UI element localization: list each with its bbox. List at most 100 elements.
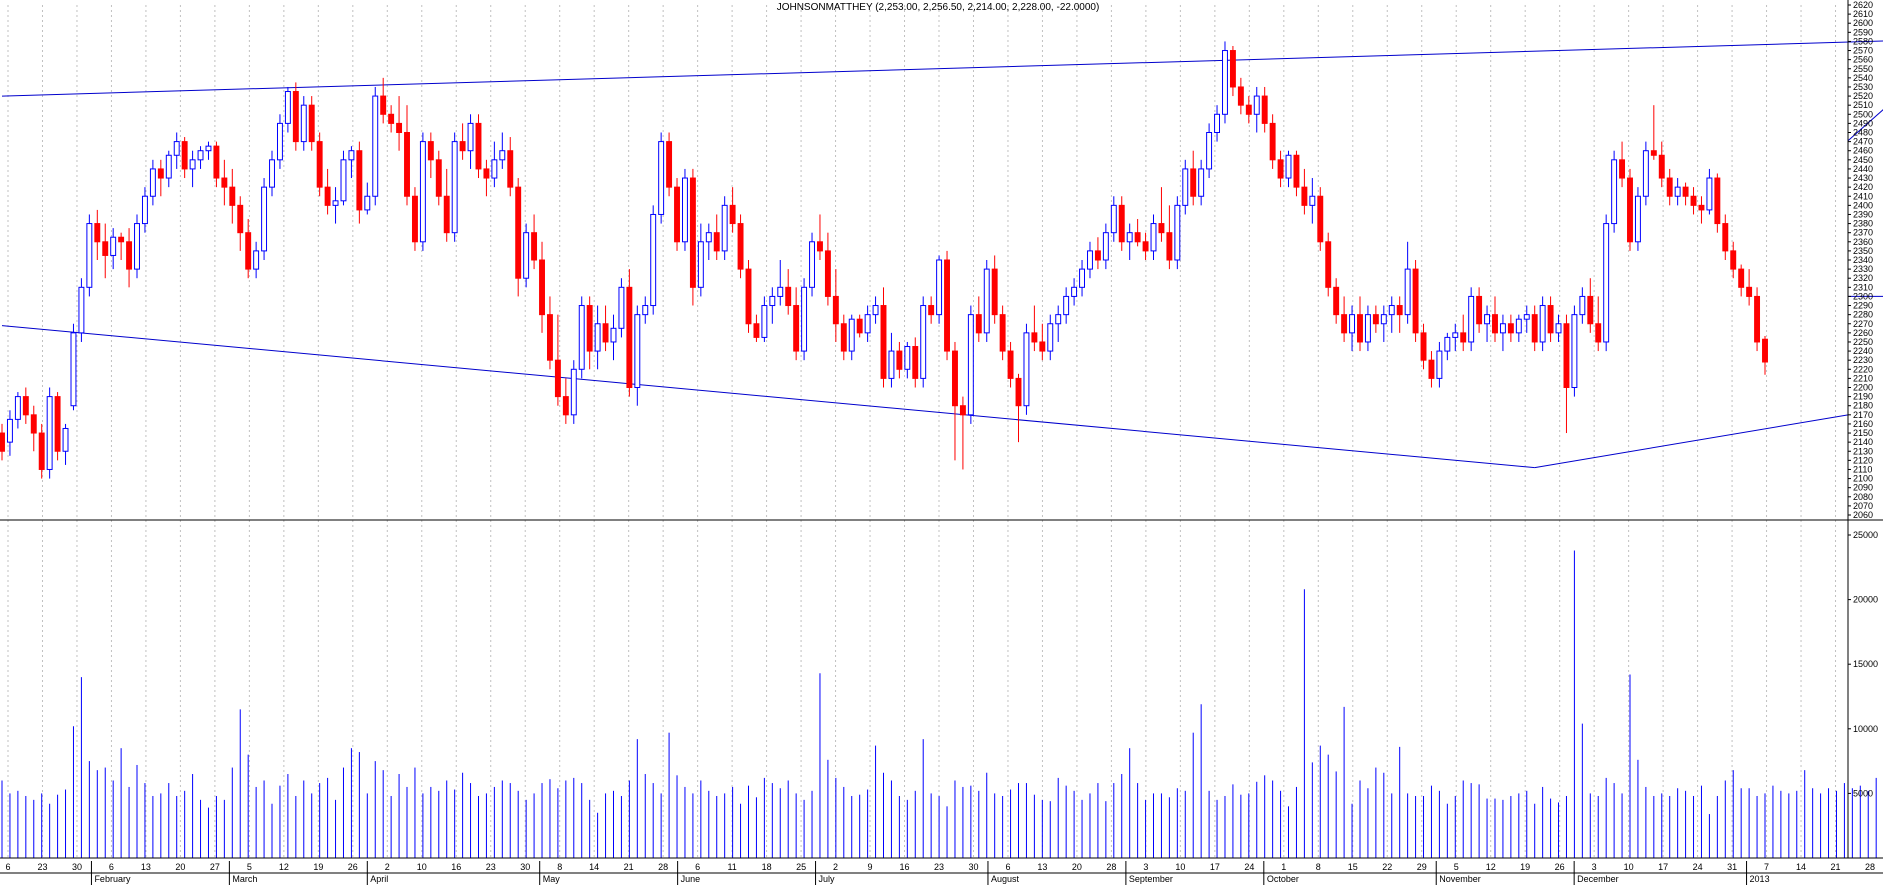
candle-body-up xyxy=(1484,314,1491,325)
date-tick-label: 17 xyxy=(1210,862,1220,872)
candle-body-down xyxy=(689,177,696,288)
date-tick-label: 15 xyxy=(1348,862,1358,872)
candle-body-down xyxy=(975,314,982,334)
candle-body-up xyxy=(1436,350,1443,379)
date-tick-label: 19 xyxy=(1520,862,1530,872)
candle-body-up xyxy=(70,332,77,407)
candle-body-down xyxy=(1738,268,1745,288)
candle-body-down xyxy=(38,432,45,470)
price-tick-label: 2310 xyxy=(1853,282,1873,292)
price-tick-label: 2170 xyxy=(1853,410,1873,420)
price-tick-label: 2210 xyxy=(1853,373,1873,383)
date-tick-label: 5 xyxy=(1454,862,1459,872)
candle-body-down xyxy=(1754,295,1761,343)
candle-body-up xyxy=(165,154,172,179)
candle-body-down xyxy=(753,323,760,338)
candle-body-down xyxy=(880,305,887,379)
price-tick-label: 2510 xyxy=(1853,100,1873,110)
candle-body-up xyxy=(1285,154,1292,179)
candle-body-down xyxy=(507,150,514,188)
price-tick-label: 2470 xyxy=(1853,137,1873,147)
candle-body-down xyxy=(404,132,410,197)
candle-body-up xyxy=(1555,323,1562,334)
price-tick-label: 2430 xyxy=(1853,173,1873,183)
price-tick-label: 2550 xyxy=(1853,64,1873,74)
price-tick-label: 2420 xyxy=(1853,182,1873,192)
candle-body-up xyxy=(578,305,585,370)
candle-body-down xyxy=(1245,104,1252,115)
candle-body-up xyxy=(1253,95,1260,115)
candle-body-up xyxy=(682,177,688,243)
candle-body-down xyxy=(459,141,466,152)
volume-bars xyxy=(1,550,1877,858)
date-tick-label: 10 xyxy=(1175,862,1185,872)
candle-body-down xyxy=(1698,204,1705,211)
candle-body-up xyxy=(189,159,196,170)
date-tick-label: 20 xyxy=(175,862,185,872)
candle-body-up xyxy=(1468,295,1475,343)
candle-body-down xyxy=(1166,232,1173,261)
chart-title: JOHNSONMATTHEY (2,253.00, 2,256.50, 2,21… xyxy=(777,2,1100,13)
candle-body-down xyxy=(1277,159,1284,179)
candle-body-down xyxy=(1142,241,1149,252)
price-tick-label: 2260 xyxy=(1853,328,1873,338)
price-tick-label: 2500 xyxy=(1853,109,1873,119)
date-tick-label: 16 xyxy=(451,862,461,872)
price-tick-label: 2250 xyxy=(1853,337,1873,347)
candle-body-up xyxy=(1047,323,1054,352)
candle-body-down xyxy=(896,350,903,370)
candle-body-up xyxy=(1079,268,1085,288)
candle-body-down xyxy=(1730,250,1737,270)
candle-body-up xyxy=(769,295,776,307)
candle-body-up xyxy=(920,305,927,379)
date-tick-label: 28 xyxy=(658,862,668,872)
candle-body-down xyxy=(1229,50,1236,88)
candle-body-up xyxy=(967,314,974,416)
date-tick-label: 28 xyxy=(1106,862,1116,872)
candle-body-up xyxy=(364,195,371,211)
volume-tick-label: 20000 xyxy=(1853,595,1878,605)
candle-body-up xyxy=(1063,295,1070,316)
price-tick-label: 2160 xyxy=(1853,419,1873,429)
price-tick-label: 2130 xyxy=(1853,446,1873,456)
price-tick-label: 2530 xyxy=(1853,82,1873,92)
month-label: May xyxy=(543,874,561,884)
candle-body-down xyxy=(793,305,800,352)
date-tick-label: 22 xyxy=(1382,862,1392,872)
date-tick-label: 5 xyxy=(247,862,252,872)
candle-body-down xyxy=(1015,377,1022,407)
date-tick-label: 2 xyxy=(833,862,838,872)
price-tick-label: 2150 xyxy=(1853,428,1873,438)
candle-body-down xyxy=(324,186,331,206)
candle-body-down xyxy=(118,236,125,243)
date-tick-label: 14 xyxy=(589,862,599,872)
price-tick-label: 2580 xyxy=(1853,36,1873,46)
candle-body-up xyxy=(1206,132,1213,170)
candle-body-down xyxy=(292,91,299,143)
date-tick-label: 10 xyxy=(1624,862,1634,872)
date-tick-label: 9 xyxy=(868,862,873,872)
candle-body-up xyxy=(1611,159,1618,225)
candle-body-up xyxy=(610,327,617,343)
candle-body-up xyxy=(618,286,625,329)
volume-tick-label: 5000 xyxy=(1853,788,1873,798)
candle-body-up xyxy=(62,427,69,452)
date-tick-label: 12 xyxy=(1486,862,1496,872)
date-tick-label: 6 xyxy=(109,862,114,872)
candle-body-down xyxy=(729,204,736,225)
price-tick-label: 2190 xyxy=(1853,392,1873,402)
price-tick-label: 2120 xyxy=(1853,455,1873,465)
price-tick-label: 2390 xyxy=(1853,209,1873,219)
date-tick-label: 8 xyxy=(557,862,562,872)
candle-body-down xyxy=(1396,305,1403,316)
date-tick-label: 29 xyxy=(1417,862,1427,872)
candle-body-down xyxy=(824,250,831,297)
date-tick-label: 6 xyxy=(1005,862,1010,872)
date-tick-label: 20 xyxy=(1072,862,1082,872)
candle-body-up xyxy=(888,350,895,379)
date-tick-label: 19 xyxy=(313,862,323,872)
candle-body-up xyxy=(777,286,784,297)
candle-body-down xyxy=(1531,314,1538,343)
date-tick-label: 30 xyxy=(520,862,530,872)
